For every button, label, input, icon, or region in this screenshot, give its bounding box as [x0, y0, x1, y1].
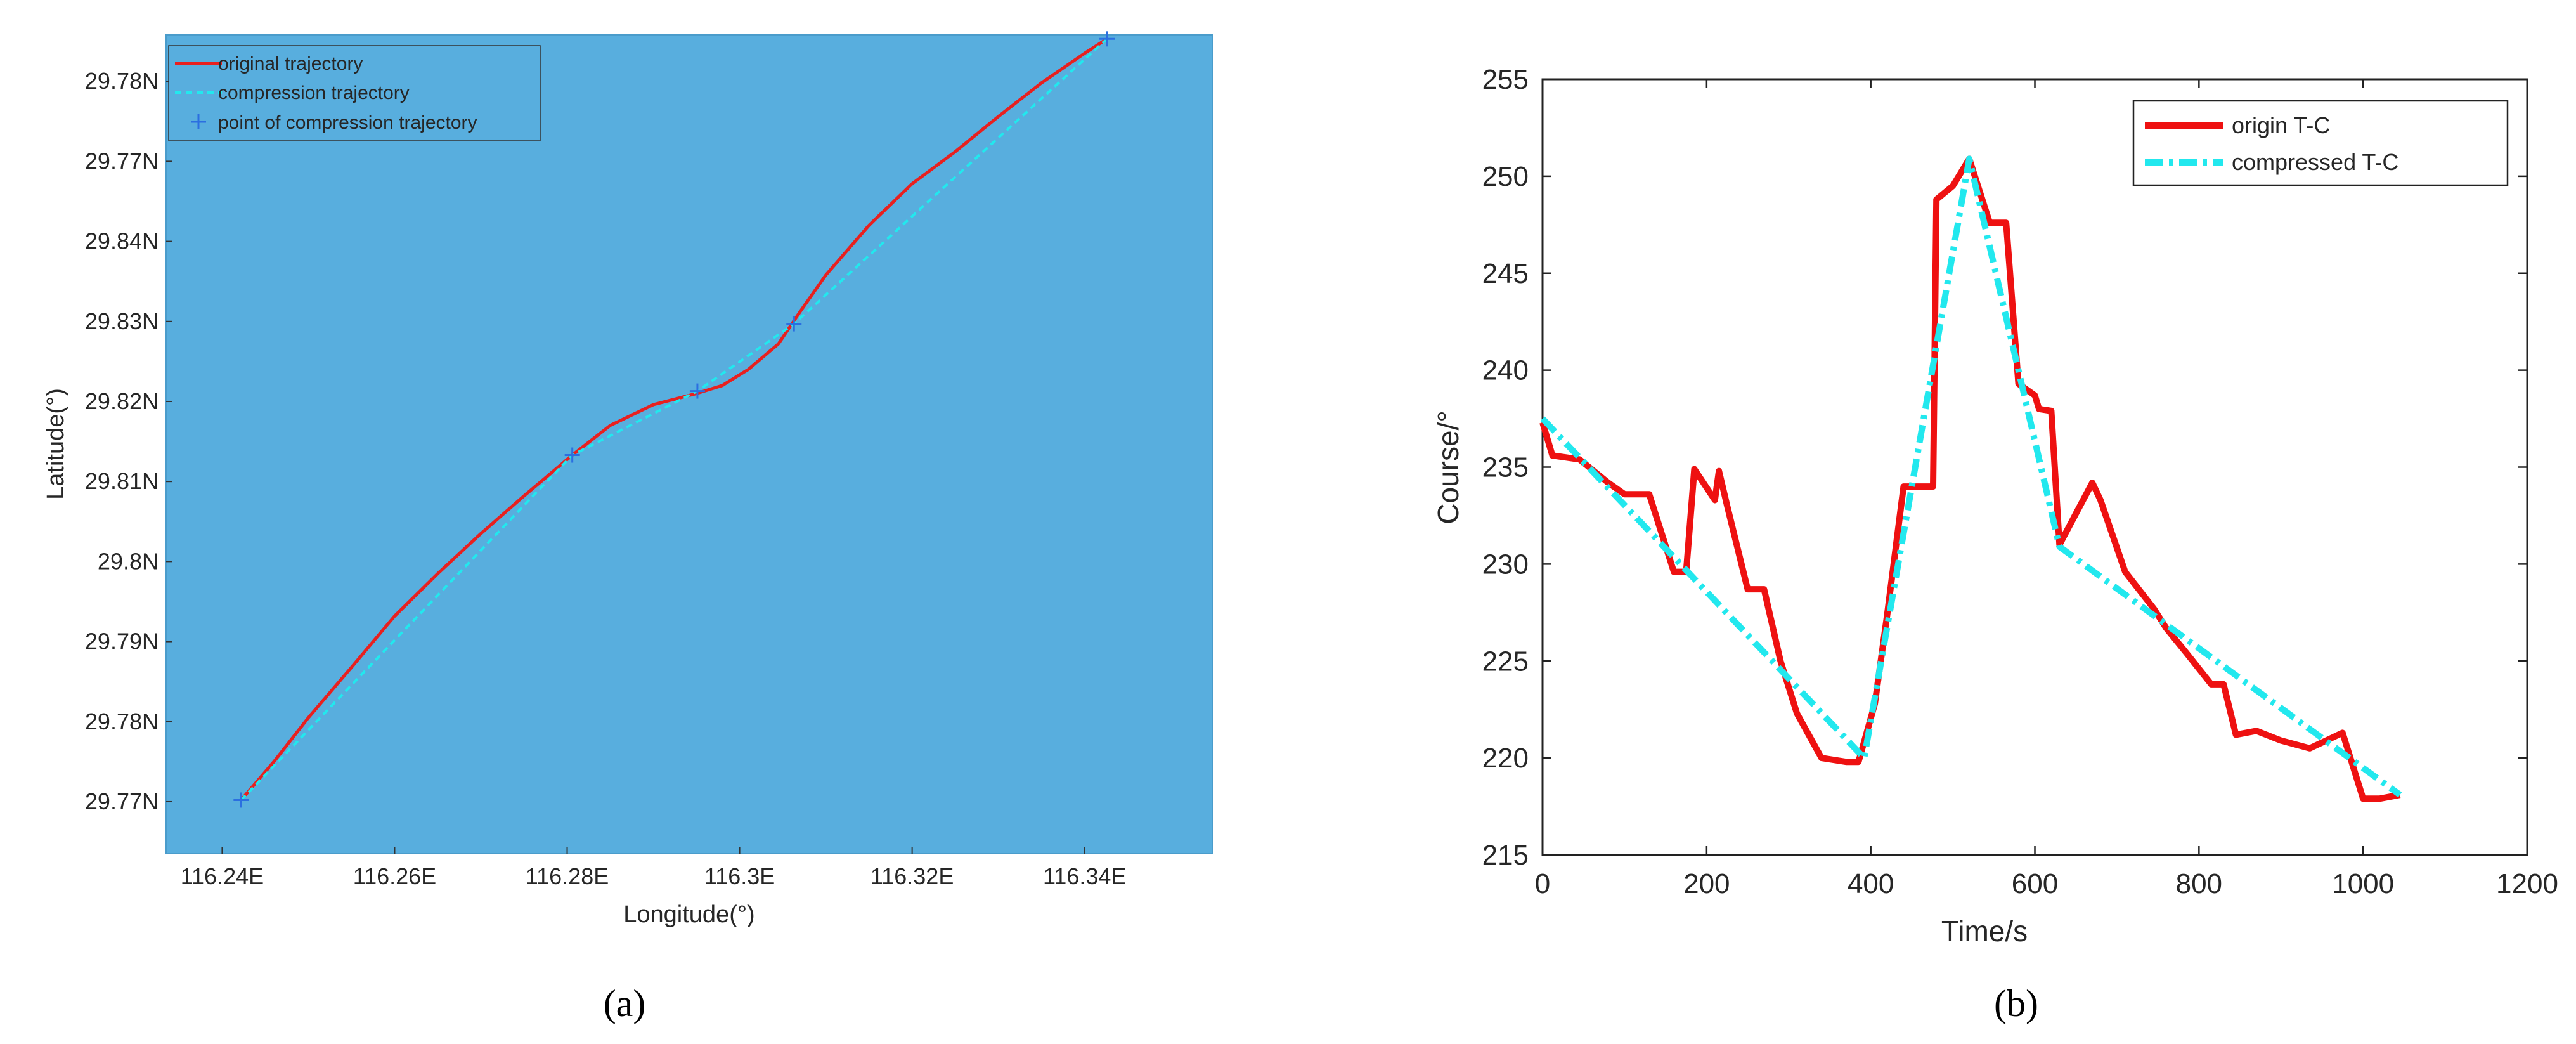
x-tick-label-a: 116.3E [704, 863, 775, 889]
x-tick-label-b: 200 [1683, 868, 1730, 899]
x-tick-label-b: 400 [1848, 868, 1894, 899]
original-trajectory-line [240, 37, 1108, 802]
y-axis-label-a: Latitude(°) [42, 388, 69, 500]
x-tick-label-a: 116.32E [871, 863, 954, 889]
y-tick-label-a: 29.77N [85, 788, 159, 814]
plot-a-marks [233, 31, 1115, 808]
panel-label-a: (a) [604, 982, 646, 1024]
y-tick-label-b: 220 [1482, 743, 1529, 774]
plot-a-area [165, 34, 1213, 854]
y-tick-label-a: 29.81N [85, 468, 159, 494]
legend-a: original trajectory compression trajecto… [168, 45, 541, 141]
compressed-tc-line [1540, 155, 2402, 798]
legend-a-box [168, 45, 541, 141]
y-tick-label-b: 215 [1482, 840, 1529, 871]
x-tick-label-b: 0 [1535, 868, 1550, 899]
panel-a: 116.24E 116.26E 116.28E 116.3E 116.32E 116.34… [42, 31, 1213, 1024]
legend-b-label-compressed: compressed T-C [2232, 149, 2398, 175]
plot-b-marks [1539, 155, 2402, 802]
y-tick-label-b: 225 [1482, 646, 1529, 677]
y-tick-label-b: 235 [1482, 452, 1529, 483]
x-tick-label-b: 1000 [2332, 868, 2394, 899]
compression-point-marker [786, 316, 802, 332]
y-tick-label-b: 240 [1482, 355, 1529, 386]
compression-point-marker [689, 383, 705, 399]
x-axis-label-a: Longitude(°) [623, 901, 754, 928]
y-tick-label-a: 29.84N [85, 228, 159, 254]
y-tick-label-a: 29.82N [85, 388, 159, 414]
compression-point-marker [1099, 31, 1115, 47]
panel-label-b: (b) [1994, 982, 2038, 1024]
legend-a-label-compression: compression trajectory [218, 82, 410, 103]
legend-b-label-origin: origin T-C [2232, 112, 2330, 138]
x-tick-label-a: 116.34E [1043, 863, 1126, 889]
y-tick-label-a: 29.78N [85, 708, 159, 734]
origin-tc-line [1539, 155, 2401, 802]
y-tick-label-b: 230 [1482, 549, 1529, 580]
legend-b-box [2132, 100, 2509, 186]
plot-a-ticks: 116.24E 116.26E 116.28E 116.3E 116.32E 116.34… [85, 68, 1127, 889]
y-axis-label-b: Course/° [1432, 410, 1465, 524]
legend-a-label-points: point of compression trajectory [218, 112, 477, 133]
x-tick-label-b: 600 [2012, 868, 2058, 899]
legend-a-marker-points [191, 114, 206, 129]
x-tick-label-a: 116.28E [526, 863, 609, 889]
y-tick-label-b: 250 [1482, 161, 1529, 192]
panel-b: 0 200 400 600 800 1000 1200 215 220 225 230 235 240 2… [1432, 64, 2558, 1024]
y-tick-label-a: 29.79N [85, 629, 159, 655]
x-tick-label-b: 800 [2176, 868, 2222, 899]
plot-b-area [1541, 78, 2528, 856]
y-tick-label-b: 245 [1482, 258, 1529, 289]
legend-b: origin T-C compressed T-C [2132, 100, 2509, 186]
y-tick-label-a: 29.83N [85, 308, 159, 334]
compression-point-marker [564, 447, 580, 463]
compression-point-marker [233, 792, 249, 808]
x-tick-label-a: 116.26E [353, 863, 436, 889]
y-tick-label-a: 29.78N [85, 68, 159, 94]
legend-a-label-original: original trajectory [218, 53, 363, 74]
y-tick-label-a: 29.77N [85, 148, 159, 174]
y-tick-label-a: 29.8N [98, 548, 159, 574]
x-axis-label-b: Time/s [1941, 915, 2028, 948]
x-tick-label-a: 116.24E [181, 863, 264, 889]
x-tick-label-b: 1200 [2496, 868, 2558, 899]
plot-b-ticks: 0 200 400 600 800 1000 1200 215 220 225 230 235 240 2… [1482, 64, 2558, 899]
y-tick-label-b: 255 [1482, 64, 1529, 95]
